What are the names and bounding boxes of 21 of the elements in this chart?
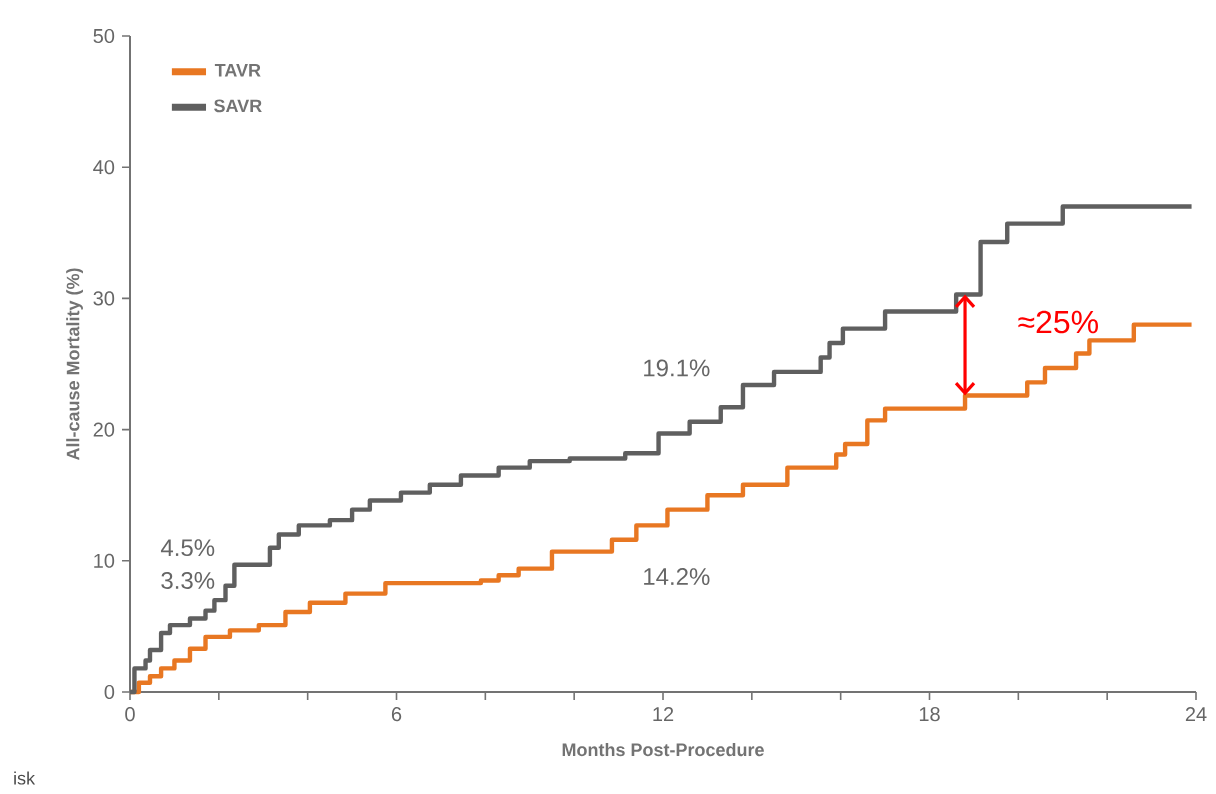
legend-label: TAVR (214, 64, 261, 77)
x-tick-label: 0 (125, 707, 135, 722)
y-tick-label: 10 (94, 553, 115, 568)
x-tick-label: 18 (919, 707, 940, 722)
x-axis-title: Months Post-Procedure (562, 742, 764, 757)
y-tick-label: 20 (93, 422, 115, 437)
text: isk (14, 771, 36, 785)
y-tick-label: 50 (93, 28, 115, 44)
annotation: ≈25% (1018, 310, 1098, 334)
x-tick-label: 6 (391, 707, 402, 722)
x-tick-label: 12 (653, 707, 674, 722)
annotation: 19.1% (644, 359, 710, 377)
legend-label: SAVR (214, 99, 262, 113)
y-tick-label: 40 (93, 160, 115, 175)
annotation: 3.3% (161, 571, 215, 589)
y-tick-label: 30 (93, 291, 115, 306)
y-tick-label: 0 (104, 684, 115, 700)
x-tick-label: 24 (1185, 707, 1207, 722)
y-axis-title: All-cause Mortality (%) (66, 268, 83, 461)
annotation: 4.5% (160, 539, 215, 557)
annotation: 14.2% (644, 568, 710, 585)
